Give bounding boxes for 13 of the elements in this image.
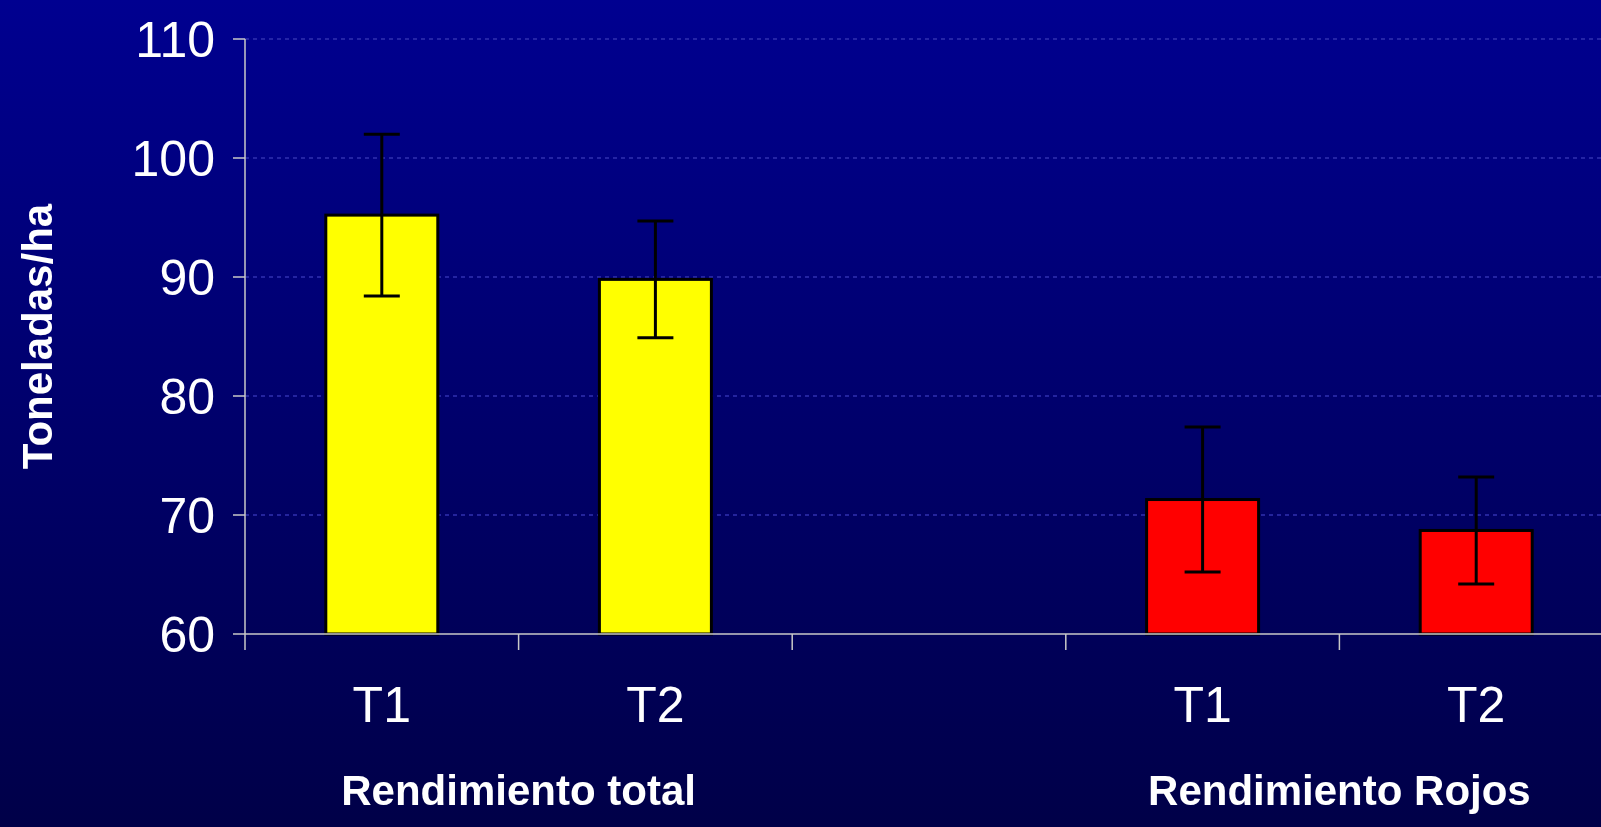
y-tick-label: 100 [131, 130, 215, 187]
y-tick-label: 90 [159, 249, 215, 306]
text: Rendimiento total [341, 767, 696, 814]
y-tick-label: 70 [159, 487, 215, 544]
x-tick-label: T1 [1173, 677, 1232, 733]
x-tick-label: T2 [626, 677, 685, 733]
x-tick-label: T1 [352, 677, 411, 733]
y-axis-title: Toneladas/ha [14, 203, 61, 470]
x-tick-label: T2 [1447, 677, 1506, 733]
y-tick-label: 60 [159, 606, 215, 663]
text: Rendimiento Rojos [1148, 767, 1531, 814]
y-tick-label: 110 [135, 11, 215, 68]
y-tick-label: 80 [159, 368, 215, 425]
